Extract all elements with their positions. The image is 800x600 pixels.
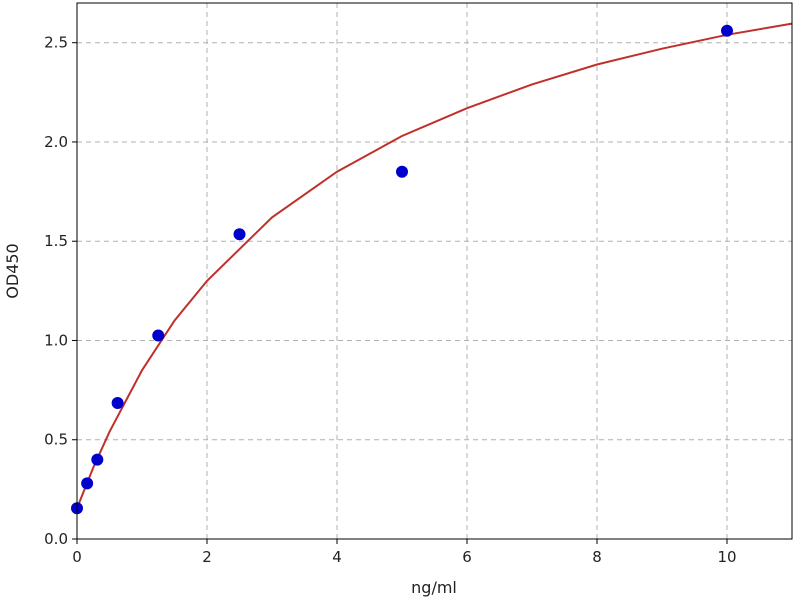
data-point [396, 165, 408, 178]
y-tick-label: 1.5 [44, 232, 68, 250]
y-axis-label: OD450 [3, 243, 22, 298]
ticks: 0 2 4 6 8 10 0.0 0.5 1.0 1.5 2.0 2.5 [44, 34, 736, 566]
x-tick-label: 6 [462, 548, 472, 566]
y-tick-label: 1.0 [44, 331, 68, 349]
plot-frame [76, 2, 793, 540]
grid [76, 3, 792, 540]
data-point [152, 329, 165, 342]
y-tick-label: 0.0 [44, 530, 68, 548]
y-tick-label: 2.0 [44, 133, 68, 151]
x-axis-label: ng/ml [411, 578, 457, 597]
x-tick-label: 2 [202, 548, 212, 566]
data-point [81, 477, 94, 490]
data-point [111, 397, 124, 410]
fit-curve-line [76, 22, 793, 509]
data-point [233, 228, 246, 241]
data-points [71, 24, 733, 515]
x-tick-label: 0 [72, 548, 82, 566]
y-tick-label: 0.5 [44, 431, 68, 449]
x-tick-label: 4 [332, 548, 342, 566]
x-tick-label: 8 [592, 548, 602, 566]
data-point [721, 24, 733, 37]
x-tick-label: 10 [717, 548, 736, 566]
y-tick-label: 2.5 [44, 34, 68, 52]
data-point [91, 453, 104, 466]
